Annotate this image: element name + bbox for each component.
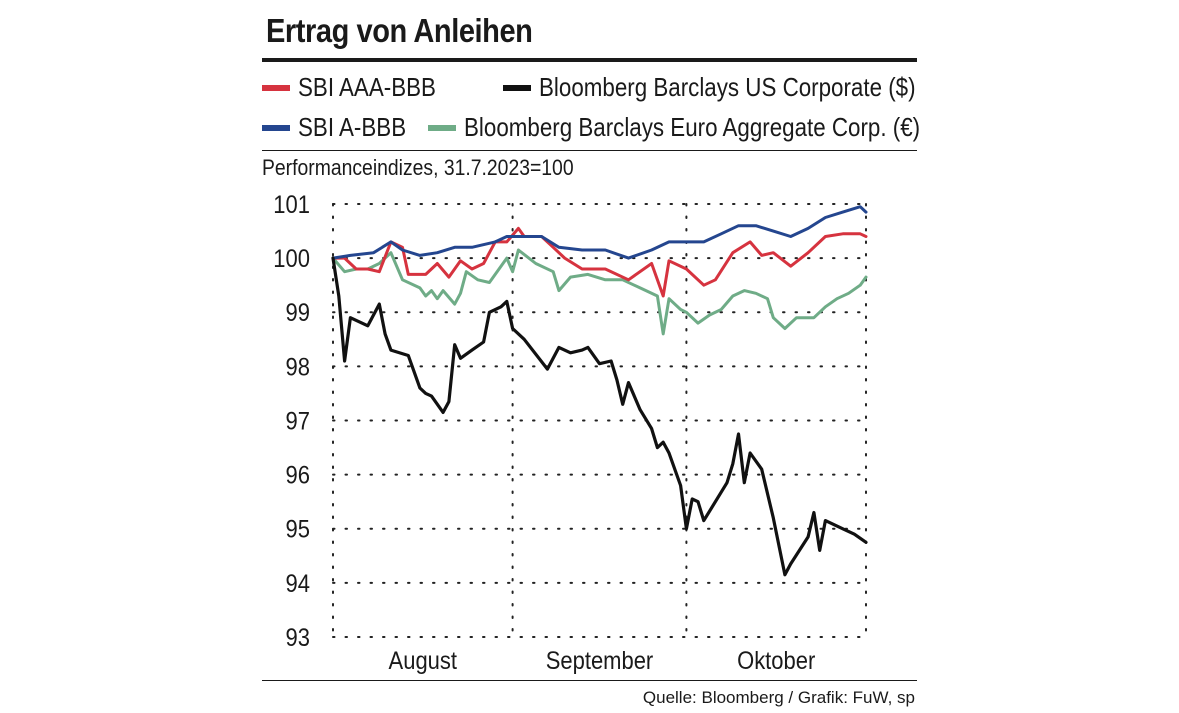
y-tick-label-98: 98 [286, 353, 310, 381]
legend-label-sbi-a-bbb: SBI A-BBB [298, 112, 407, 142]
legend-item-sbi-aaa-bbb: SBI AAA-BBB [262, 72, 458, 103]
y-tick-label-100: 100 [273, 245, 310, 273]
y-tick-label-93: 93 [286, 624, 310, 652]
x-tick-label-oktober: Oktober [737, 647, 815, 675]
legend-label-sbi-aaa-bbb: SBI AAA-BBB [298, 72, 436, 102]
legend-swatch-sbi-aaa-bbb [262, 84, 290, 91]
x-tick-label-august: August [389, 647, 458, 675]
grid [332, 203, 867, 638]
y-axis-ticks: 101 100 99 98 97 96 95 94 93 [273, 191, 310, 652]
legend-rule [262, 150, 917, 151]
title-rule [262, 58, 917, 62]
y-tick-label-101: 101 [273, 191, 310, 219]
legend-item-us-corporate: Bloomberg Barclays US Corporate ($) [503, 72, 977, 103]
legend-item-euro-aggregate: Bloomberg Barclays Euro Aggregate Corp. … [428, 112, 994, 143]
x-axis-ticks: August September Oktober [389, 647, 816, 675]
source-note: Quelle: Bloomberg / Grafik: FuW, sp [642, 688, 915, 707]
legend-label-euro-aggregate: Bloomberg Barclays Euro Aggregate Corp. … [464, 112, 921, 142]
x-tick-label-september: September [546, 647, 654, 675]
y-tick-label-94: 94 [286, 570, 310, 598]
series-line-bloomberg-barclays-euro-aggregate-corp [331, 248, 868, 336]
y-tick-label-95: 95 [286, 515, 310, 543]
chart-subtitle: Performanceindizes, 31.7.2023=100 [262, 155, 574, 180]
series-lines [331, 205, 868, 577]
legend-swatch-sbi-a-bbb [262, 124, 290, 131]
y-tick-label-96: 96 [286, 461, 310, 489]
chart-title: Ertrag von Anleihen [266, 12, 533, 49]
y-tick-label-99: 99 [286, 299, 310, 327]
series-line-sbi-a-bbb [331, 205, 868, 260]
legend-label-us-corporate: Bloomberg Barclays US Corporate ($) [539, 72, 916, 102]
legend-swatch-us-corporate [503, 84, 531, 91]
series-line-sbi-aaa-bbb [331, 226, 868, 298]
footer-rule [262, 680, 917, 681]
series-line-bloomberg-barclays-us-corporate [331, 256, 868, 577]
legend-swatch-euro-aggregate [428, 124, 456, 131]
legend-item-sbi-a-bbb: SBI A-BBB [262, 112, 424, 143]
y-tick-label-97: 97 [286, 407, 310, 435]
